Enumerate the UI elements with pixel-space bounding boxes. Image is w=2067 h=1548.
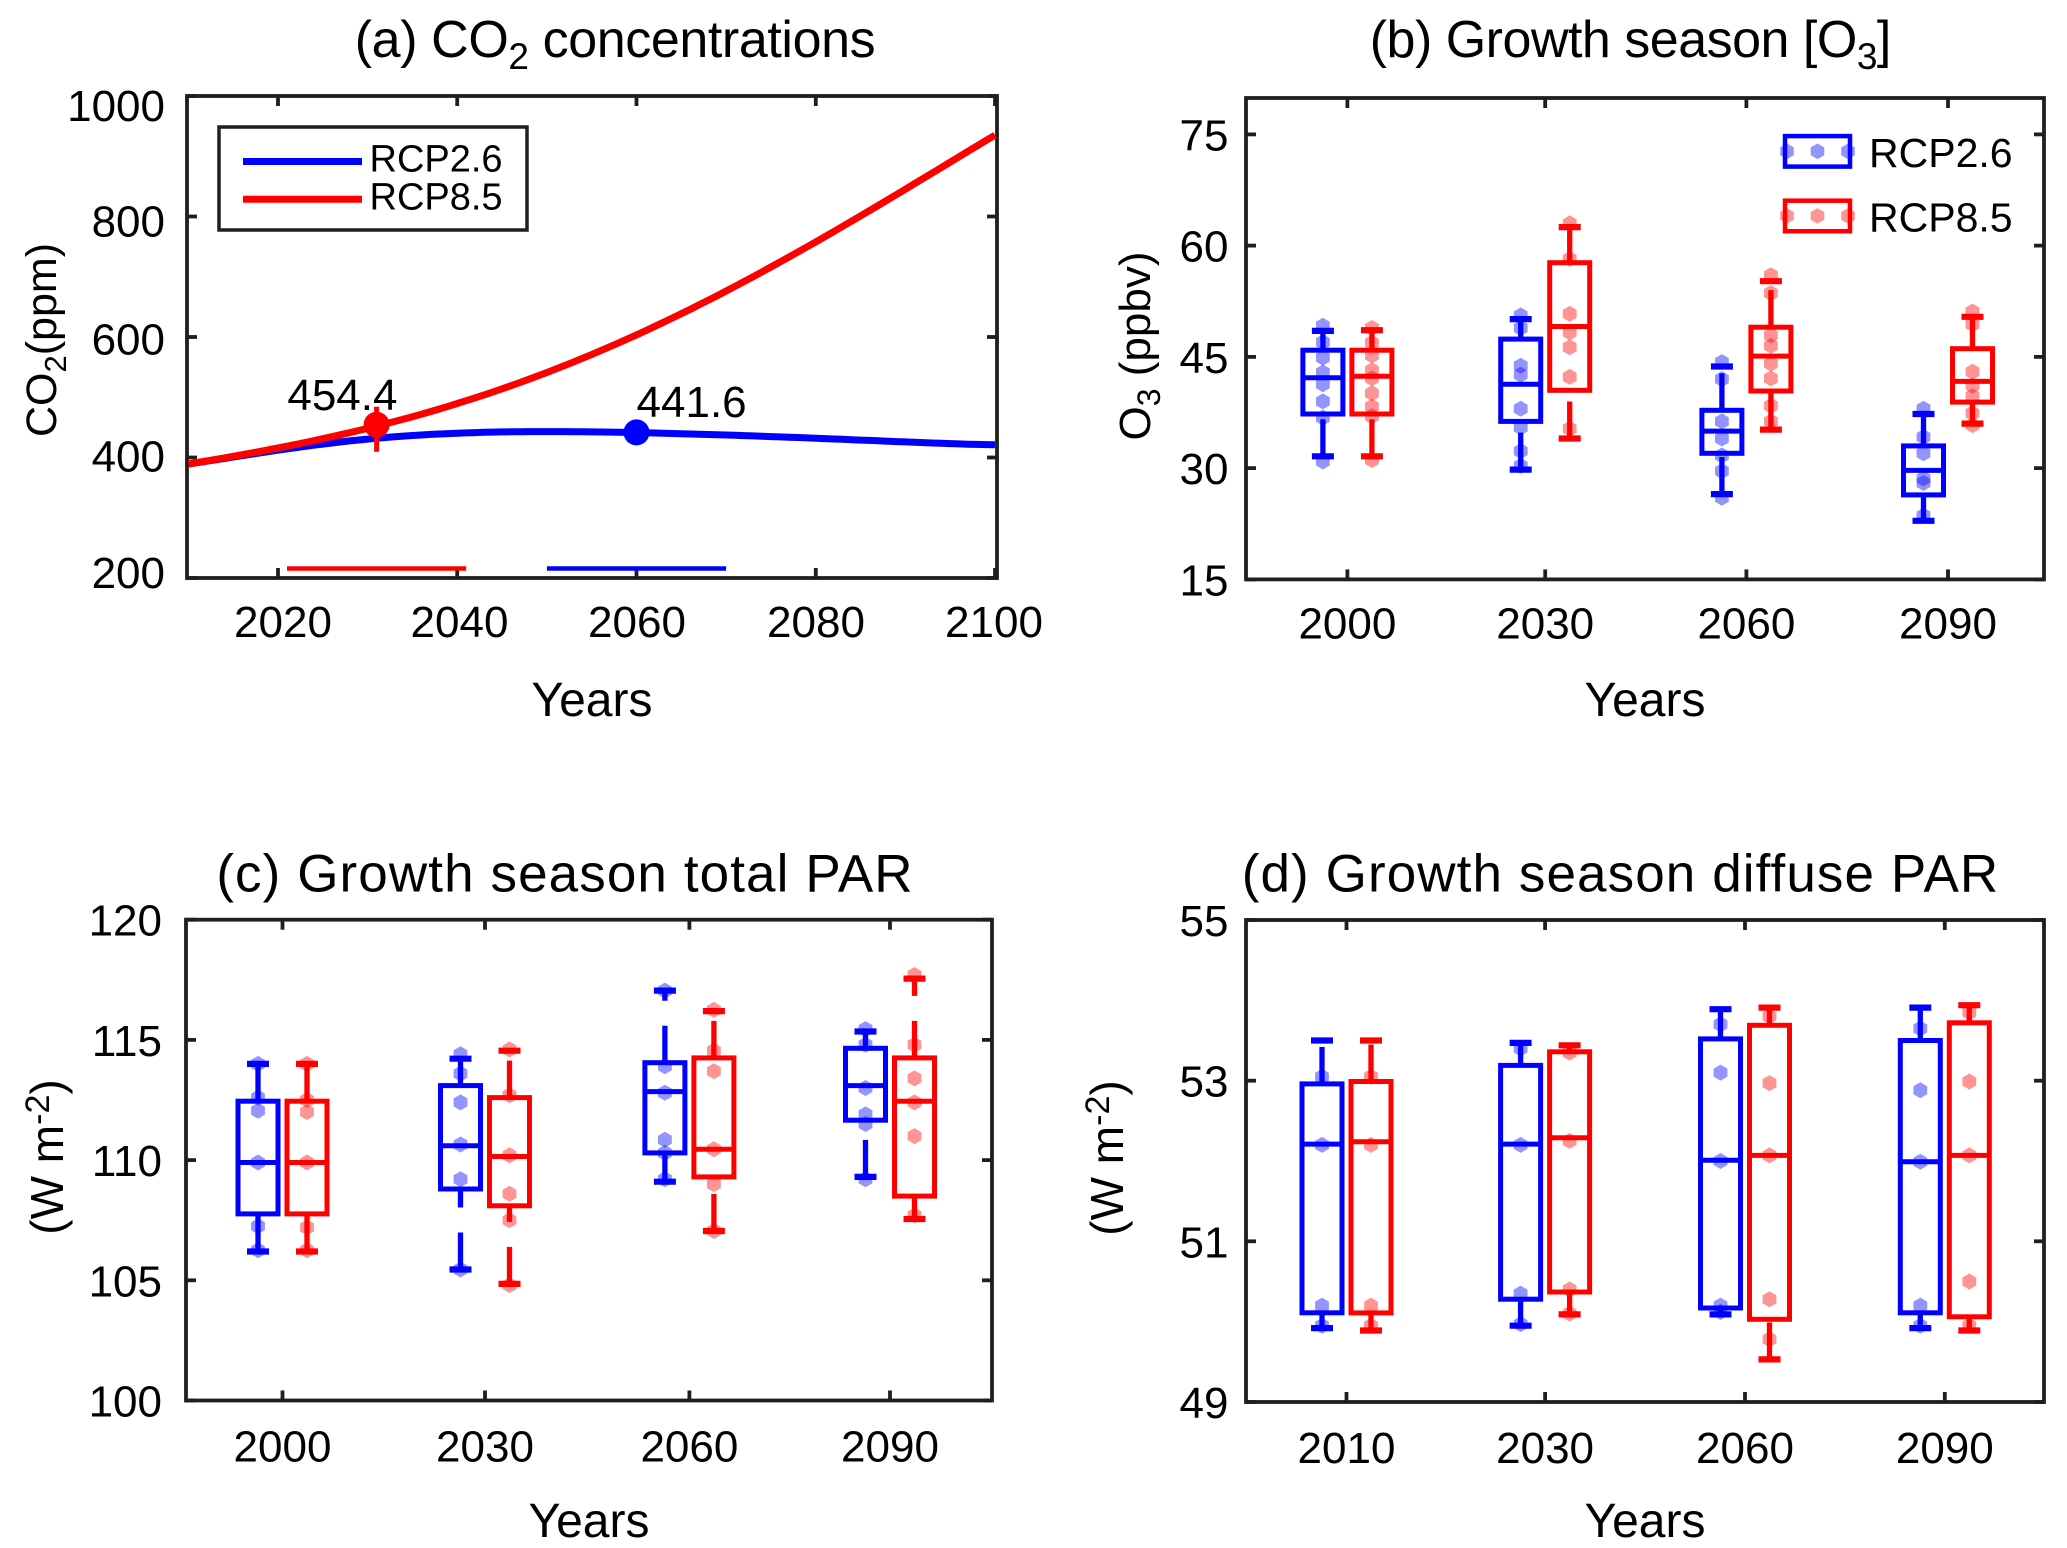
svg-text:2010: 2010 — [1298, 1424, 1396, 1473]
svg-text:1000: 1000 — [67, 82, 165, 131]
svg-text:Years: Years — [1585, 674, 1706, 727]
svg-text:(b) Growth season [O3]: (b) Growth season [O3] — [1370, 11, 1891, 77]
svg-text:2020: 2020 — [234, 598, 332, 647]
svg-text:75: 75 — [1180, 111, 1229, 160]
svg-text:51: 51 — [1180, 1218, 1229, 1267]
svg-text:2000: 2000 — [1298, 599, 1396, 648]
svg-text:105: 105 — [89, 1257, 162, 1306]
svg-text:RCP8.5: RCP8.5 — [370, 176, 503, 218]
svg-text:2090: 2090 — [1899, 599, 1997, 648]
svg-text:2100: 2100 — [945, 598, 1043, 647]
svg-text:800: 800 — [92, 198, 165, 247]
svg-text:Years: Years — [1585, 1495, 1706, 1543]
svg-text:30: 30 — [1180, 445, 1229, 494]
svg-text:2060: 2060 — [1696, 1424, 1794, 1473]
svg-text:49: 49 — [1180, 1379, 1229, 1428]
svg-text:200: 200 — [92, 549, 165, 598]
svg-text:2090: 2090 — [1896, 1424, 1994, 1473]
svg-text:2030: 2030 — [436, 1423, 534, 1472]
svg-text:2060: 2060 — [588, 598, 686, 647]
svg-text:100: 100 — [89, 1378, 162, 1427]
svg-text:(c) Growth season total PAR: (c) Growth season total PAR — [216, 845, 913, 904]
svg-text:O3 (ppbv): O3 (ppbv) — [1111, 252, 1167, 441]
svg-text:2080: 2080 — [767, 598, 865, 647]
svg-text:55: 55 — [1180, 897, 1229, 946]
svg-text:53: 53 — [1180, 1058, 1229, 1107]
svg-text:454.4: 454.4 — [287, 371, 397, 420]
svg-text:441.6: 441.6 — [637, 378, 747, 427]
svg-text:120: 120 — [89, 897, 162, 946]
svg-text:2030: 2030 — [1496, 599, 1594, 648]
svg-text:RCP8.5: RCP8.5 — [1869, 195, 2013, 241]
svg-text:15: 15 — [1180, 556, 1229, 605]
svg-text:(d) Growth season diffuse PAR: (d) Growth season diffuse PAR — [1242, 845, 2000, 904]
svg-text:2030: 2030 — [1496, 1424, 1594, 1473]
svg-text:2000: 2000 — [234, 1423, 332, 1472]
svg-text:CO2(ppm): CO2(ppm) — [18, 243, 73, 437]
svg-text:Years: Years — [532, 674, 653, 727]
svg-text:2090: 2090 — [841, 1423, 939, 1472]
svg-text:2060: 2060 — [640, 1423, 738, 1472]
svg-text:110: 110 — [92, 1137, 162, 1186]
svg-text:RCP2.6: RCP2.6 — [1869, 130, 2013, 176]
svg-text:2040: 2040 — [411, 598, 509, 647]
svg-text:Years: Years — [529, 1495, 650, 1543]
svg-text:(a) CO2 concentrations: (a) CO2 concentrations — [355, 11, 875, 77]
svg-text:600: 600 — [92, 315, 165, 364]
svg-text:RCP2.6: RCP2.6 — [370, 139, 503, 181]
svg-text:2060: 2060 — [1697, 599, 1795, 648]
svg-text:45: 45 — [1180, 334, 1229, 383]
svg-text:115: 115 — [92, 1017, 162, 1066]
svg-text:400: 400 — [92, 432, 165, 481]
svg-text:60: 60 — [1180, 223, 1229, 272]
